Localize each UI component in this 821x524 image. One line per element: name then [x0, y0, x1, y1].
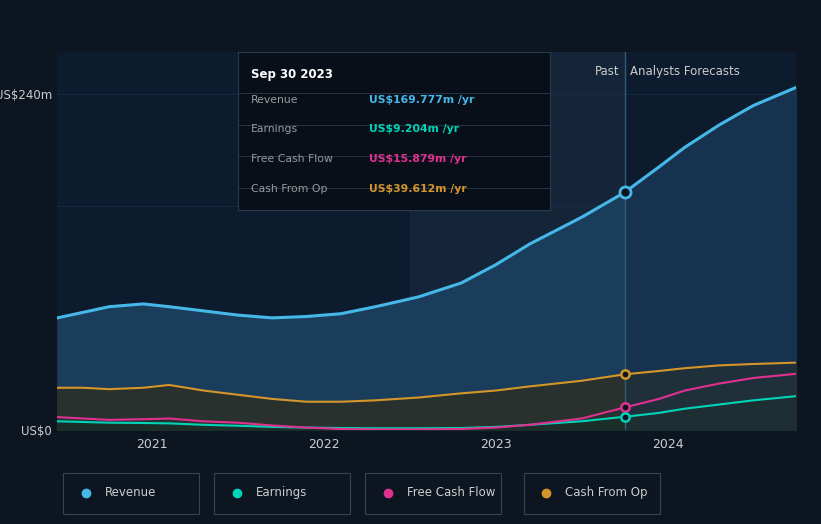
Text: Past: Past [594, 64, 619, 78]
Text: US$169.777m /yr: US$169.777m /yr [369, 94, 475, 105]
Text: Free Cash Flow: Free Cash Flow [406, 486, 495, 499]
Bar [365, 473, 501, 514]
Bar [410, 52, 625, 430]
Text: Revenue: Revenue [250, 94, 298, 105]
Text: Earnings: Earnings [255, 486, 307, 499]
Text: Free Cash Flow: Free Cash Flow [250, 154, 333, 165]
Text: Revenue: Revenue [104, 486, 156, 499]
Text: Cash From Op: Cash From Op [250, 184, 327, 194]
Bar [63, 473, 199, 514]
Bar [214, 473, 350, 514]
Text: US$15.879m /yr: US$15.879m /yr [369, 154, 466, 165]
Text: Earnings: Earnings [250, 124, 298, 135]
Text: Analysts Forecasts: Analysts Forecasts [630, 64, 740, 78]
Bar [524, 473, 660, 514]
Text: US$39.612m /yr: US$39.612m /yr [369, 184, 467, 194]
Text: Cash From Op: Cash From Op [566, 486, 648, 499]
Text: Sep 30 2023: Sep 30 2023 [250, 68, 333, 81]
Text: US$9.204m /yr: US$9.204m /yr [369, 124, 459, 135]
